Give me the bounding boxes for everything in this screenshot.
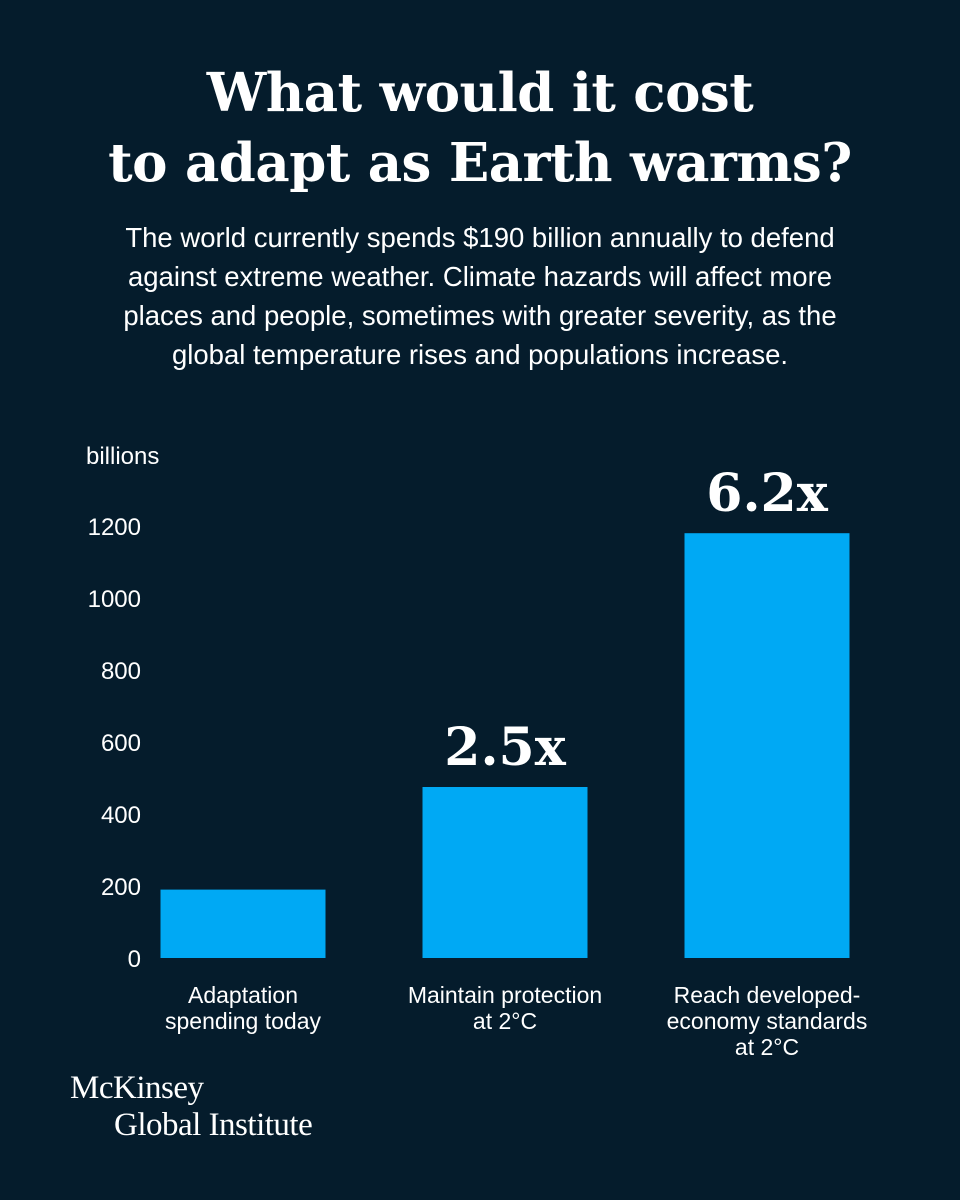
y-tick-label-600: 600 — [101, 730, 141, 757]
y-tick-label-1000: 1000 — [88, 586, 141, 613]
x-category-label-2-line-2: at 2°C — [473, 1008, 537, 1034]
bar-2 — [422, 787, 588, 958]
bar-3-multiplier-label: 6.2x — [706, 463, 828, 524]
y-tick-label-400: 400 — [101, 802, 141, 829]
subtitle-line-1: The world currently spends $190 billion … — [125, 222, 835, 253]
subtitle-line-3: places and people, sometimes with greate… — [123, 300, 837, 331]
y-tick-label-1200: 1200 — [88, 514, 141, 541]
title-line-2: to adapt as Earth warms? — [108, 132, 852, 194]
bar-2-multiplier-label: 2.5x — [444, 717, 566, 778]
y-axis-label: billions — [86, 443, 159, 470]
mckinsey-global-institute-logo: McKinsey Global Institute — [70, 1070, 313, 1144]
y-tick-label-200: 200 — [101, 874, 141, 901]
x-category-label-1-line-2: spending today — [165, 1008, 322, 1034]
x-category-label-3-line-3: at 2°C — [735, 1034, 799, 1060]
page-subtitle: The world currently spends $190 billion … — [60, 218, 900, 374]
bar-3 — [684, 533, 850, 958]
x-category-label-3-line-2: economy standards — [667, 1008, 868, 1034]
y-tick-label-800: 800 — [101, 658, 141, 685]
subtitle-line-4: global temperature rises and populations… — [171, 339, 789, 370]
y-tick-label-0: 0 — [128, 946, 141, 973]
logo-line-1: McKinsey — [70, 1070, 204, 1106]
x-category-label-1-line-1: Adaptation — [188, 982, 298, 1008]
x-category-label-2-line-1: Maintain protection — [408, 982, 602, 1008]
logo-line-2: Global Institute — [114, 1107, 313, 1143]
subtitle-line-2: against extreme weather. Climate hazards… — [127, 261, 833, 292]
bar-1 — [160, 889, 326, 958]
x-category-label-3-line-1: Reach developed- — [674, 982, 861, 1008]
title-line-1: What would it cost — [206, 62, 754, 124]
page-title: What would it cost to adapt as Earth war… — [0, 58, 960, 198]
